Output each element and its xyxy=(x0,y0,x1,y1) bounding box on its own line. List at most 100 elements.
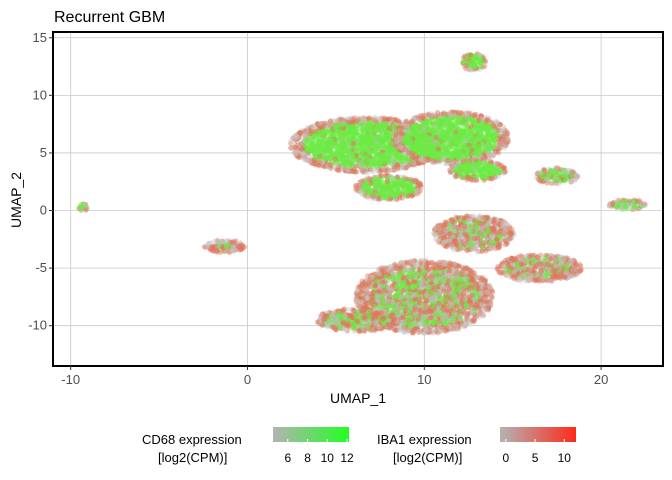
data-point xyxy=(436,133,443,139)
data-point xyxy=(335,167,341,173)
data-point xyxy=(211,238,218,244)
data-point xyxy=(367,115,373,121)
data-point xyxy=(362,116,369,122)
data-point xyxy=(391,164,397,170)
data-point xyxy=(433,113,439,119)
data-point xyxy=(474,125,480,132)
data-point xyxy=(298,141,305,147)
data-point xyxy=(410,118,416,125)
data-point xyxy=(288,137,294,143)
data-point xyxy=(309,124,315,130)
data-point xyxy=(308,160,315,166)
data-point xyxy=(484,133,490,139)
cluster-small-top-right xyxy=(460,51,489,73)
data-point xyxy=(338,116,344,122)
data-point xyxy=(440,145,447,151)
data-point xyxy=(337,167,343,173)
data-point xyxy=(460,59,466,65)
data-point xyxy=(361,168,367,174)
data-point xyxy=(296,155,302,161)
data-point xyxy=(395,123,401,129)
data-point xyxy=(360,169,366,175)
data-point xyxy=(426,152,432,158)
data-point xyxy=(385,194,391,200)
data-point xyxy=(386,167,392,173)
data-point xyxy=(434,120,440,126)
data-point xyxy=(382,168,388,174)
data-point xyxy=(353,123,359,129)
data-point xyxy=(291,134,297,140)
data-point xyxy=(305,126,311,133)
data-point xyxy=(376,169,382,175)
data-point xyxy=(302,128,308,134)
data-point xyxy=(301,155,307,161)
data-point xyxy=(449,164,455,170)
data-point xyxy=(292,144,298,150)
data-point xyxy=(478,57,484,63)
data-point xyxy=(444,157,451,163)
data-point xyxy=(327,163,334,169)
data-point xyxy=(296,135,302,141)
data-point xyxy=(311,159,317,165)
data-point xyxy=(390,193,396,199)
data-point xyxy=(236,244,242,250)
cluster-small-right xyxy=(533,165,581,187)
data-point xyxy=(473,130,479,136)
data-point xyxy=(334,167,341,173)
data-point xyxy=(288,140,294,146)
data-point xyxy=(350,167,356,173)
data-point xyxy=(315,128,322,134)
data-point xyxy=(343,147,349,153)
data-point xyxy=(301,129,307,135)
data-point xyxy=(360,115,366,121)
data-point xyxy=(453,142,460,148)
data-point xyxy=(327,161,333,167)
data-point xyxy=(477,52,483,58)
data-point xyxy=(322,121,328,127)
data-point xyxy=(478,63,484,69)
data-point xyxy=(300,140,306,146)
data-point xyxy=(362,169,369,176)
data-point xyxy=(472,112,478,118)
data-point xyxy=(346,168,352,174)
data-point xyxy=(296,131,302,137)
data-point xyxy=(329,122,335,128)
data-point xyxy=(388,116,394,122)
data-point xyxy=(490,153,496,159)
data-point xyxy=(495,128,501,134)
data-point xyxy=(372,122,378,128)
data-point xyxy=(481,58,488,64)
data-point xyxy=(316,163,322,169)
data-point xyxy=(291,144,297,151)
data-point xyxy=(294,132,300,138)
data-point xyxy=(341,116,347,122)
data-point xyxy=(359,152,365,158)
data-point xyxy=(464,154,470,160)
data-point xyxy=(293,151,300,157)
data-point xyxy=(630,207,636,213)
data-point xyxy=(299,151,305,157)
data-point xyxy=(544,176,550,182)
data-point xyxy=(304,131,310,137)
data-point xyxy=(371,117,378,123)
data-point xyxy=(344,168,350,174)
data-point xyxy=(296,149,302,155)
data-point xyxy=(485,122,491,128)
data-point xyxy=(314,122,320,128)
data-point xyxy=(396,135,403,141)
data-point xyxy=(405,149,412,156)
data-point xyxy=(381,115,387,121)
data-point xyxy=(315,121,321,127)
data-point xyxy=(465,66,471,72)
data-point xyxy=(374,117,381,123)
data-point xyxy=(402,160,408,166)
data-point xyxy=(400,163,406,169)
data-point xyxy=(404,176,410,182)
data-point xyxy=(294,133,300,140)
data-point xyxy=(357,182,363,189)
data-point xyxy=(301,157,308,163)
data-point xyxy=(309,160,316,166)
data-point xyxy=(293,132,299,138)
cluster-small-far-right xyxy=(606,197,649,213)
data-point xyxy=(311,159,317,166)
